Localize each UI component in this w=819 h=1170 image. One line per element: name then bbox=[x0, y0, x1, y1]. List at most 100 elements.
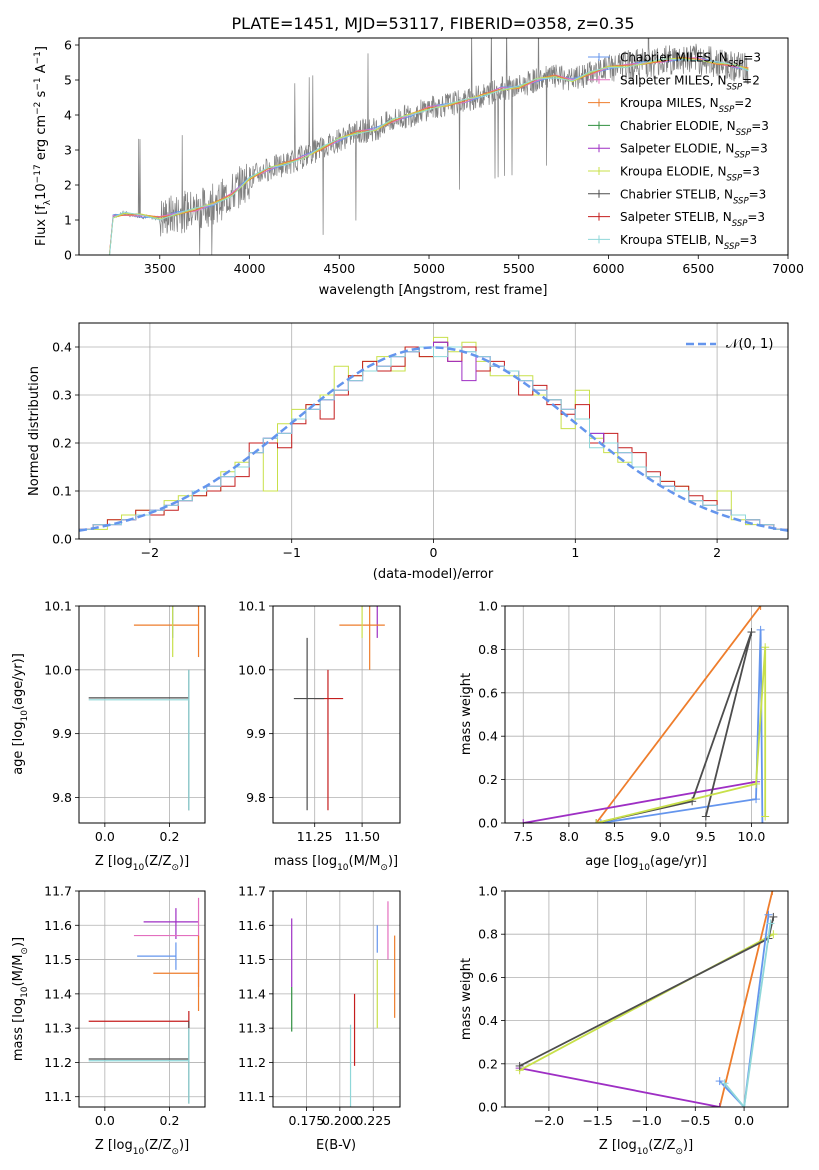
errorbars bbox=[291, 901, 396, 1107]
weight-lines bbox=[515, 891, 778, 1107]
histogram-legend: 𝒩(0, 1) bbox=[686, 337, 773, 352]
legend-label-text: Chabrier ELODIE, N bbox=[620, 119, 736, 133]
normed-axis-label: Normed distribution bbox=[27, 366, 42, 496]
weight-line bbox=[595, 606, 762, 823]
label-part: 10 bbox=[337, 863, 349, 873]
label-part: )] bbox=[179, 854, 189, 869]
residual-histogram-panel: −2 −1 0 1 2 0.0 0.1 0.2 0.3 0.4 bbox=[52, 322, 789, 560]
label-part: mass weight bbox=[459, 673, 474, 755]
legend-label-tail: =2 bbox=[734, 96, 752, 110]
ebv-axis-label: E(B-V) bbox=[316, 1138, 356, 1153]
legend-label-text: Chabrier STELIB, N bbox=[620, 187, 733, 201]
legend-label: Salpeter MILES, NSSP=2 bbox=[620, 73, 760, 92]
y-tick-label: 9.9 bbox=[52, 726, 72, 741]
y-tick-label: 11.6 bbox=[238, 918, 266, 933]
y-tick-label: 11.2 bbox=[238, 1055, 266, 1070]
mass-weight-vs-age-panel: 7.5 8.0 8.5 9.0 9.5 10.0 0.0 0.2 0.4 0.6 0.8 1.0 bbox=[478, 599, 789, 844]
legend-label-text: Salpeter STELIB, N bbox=[620, 210, 732, 224]
label-part: Normed distribution bbox=[27, 366, 42, 496]
x-tick-label: 8.5 bbox=[605, 829, 625, 844]
mass-axis-label: mass [log10(M/M⊙)] bbox=[274, 854, 398, 873]
legend-label-sub: SSP bbox=[727, 82, 743, 92]
normal-curve-line bbox=[79, 346, 788, 532]
legend-label: Kroupa STELIB, NSSP=3 bbox=[620, 233, 757, 252]
label-part: 10 bbox=[20, 986, 30, 998]
label-part: (M/M bbox=[349, 854, 381, 869]
y-tick-label: 0.1 bbox=[52, 484, 72, 499]
spectrum-lines bbox=[109, 38, 749, 255]
x-tick-label: 10.0 bbox=[738, 829, 766, 844]
legend-label: Chabrier MILES, NSSP=3 bbox=[620, 51, 761, 70]
weight-line bbox=[723, 923, 772, 1107]
figure-title: PLATE=1451, MJD=53117, FIBERID=0358, z=0… bbox=[231, 14, 634, 33]
label-part: mass weight bbox=[459, 958, 474, 1040]
weight-lines bbox=[519, 606, 770, 823]
legend-label-text: Kroupa STELIB, N bbox=[620, 233, 724, 247]
y-tick-label: 2 bbox=[64, 178, 72, 193]
legend-label-text: Kroupa MILES, N bbox=[620, 96, 719, 110]
legend-label-sub: SSP bbox=[727, 174, 743, 184]
legend-label-sub: SSP bbox=[733, 196, 749, 206]
age-axis-label-weights: age [log10(age/yr)] bbox=[585, 854, 707, 873]
mass-vs-metallicity-panel: 0.0 0.2 11.1 11.2 11.3 11.4 11.5 11.6 11.7 bbox=[44, 884, 206, 1128]
y-tick-label: 1 bbox=[64, 213, 72, 228]
y-tick-label: 0.8 bbox=[478, 642, 498, 657]
x-tick-label: 4500 bbox=[323, 261, 355, 276]
legend-label: Salpeter ELODIE, NSSP=3 bbox=[620, 142, 768, 161]
legend-normal-label: 𝒩(0, 1) bbox=[726, 337, 773, 352]
x-tick-label: 11.25 bbox=[297, 829, 333, 844]
label-part: (M/M bbox=[11, 955, 26, 987]
x-tick-label: 0.0 bbox=[734, 1113, 754, 1128]
spectrum-legend: Chabrier MILES, NSSP=3 Salpeter MILES, NS… bbox=[588, 51, 769, 252]
x-tick-label: 6000 bbox=[593, 261, 625, 276]
x-tick-label: 0 bbox=[430, 545, 438, 560]
errorbars bbox=[88, 897, 200, 1104]
histogram-lines bbox=[79, 336, 788, 539]
label-part: −1 bbox=[33, 51, 43, 64]
weight-line bbox=[519, 1067, 720, 1107]
weight-line bbox=[719, 914, 770, 1107]
label-part: 10 bbox=[637, 1147, 649, 1157]
label-part: mass [log bbox=[11, 998, 26, 1061]
legend-label: Chabrier ELODIE, NSSP=3 bbox=[620, 119, 769, 138]
model-spectrum-line bbox=[109, 57, 749, 255]
legend-label-sub: SSP bbox=[736, 128, 752, 138]
y-tick-label: 9.9 bbox=[246, 726, 266, 741]
legend-label-tail: =3 bbox=[749, 187, 767, 201]
label-part: (Z/Z bbox=[648, 1138, 675, 1153]
label-part: 10 bbox=[133, 863, 145, 873]
y-tick-label: 11.6 bbox=[44, 918, 72, 933]
y-tick-label: 1.0 bbox=[478, 884, 498, 899]
mass-weight-axis-label: mass weight bbox=[459, 673, 474, 755]
label-part: (age/yr)] bbox=[650, 854, 707, 869]
y-tick-label: 0.0 bbox=[478, 816, 498, 831]
errorbars bbox=[293, 606, 385, 811]
weight-line bbox=[523, 780, 757, 823]
plot-frame bbox=[78, 890, 206, 1108]
x-tick-label: 5000 bbox=[413, 261, 445, 276]
plot-frame bbox=[272, 890, 401, 1108]
age-axis-label: age [log10(age/yr)] bbox=[11, 653, 30, 775]
label-part: erg cm bbox=[34, 115, 49, 164]
label-part: (Z/Z bbox=[144, 854, 171, 869]
legend-label: Kroupa ELODIE, NSSP=3 bbox=[620, 165, 760, 184]
y-tick-label: 10.1 bbox=[44, 599, 72, 614]
spectrum-panel: 3500 4000 4500 5000 5500 6000 6500 7000 0 1 2 3 4 5 6 bbox=[64, 37, 804, 276]
x-tick-label: 0.0 bbox=[95, 829, 115, 844]
legend-label-tail: =3 bbox=[747, 210, 765, 224]
label-part: ⊙ bbox=[171, 863, 179, 873]
y-tick-label: 0.8 bbox=[478, 927, 498, 942]
label-part: ⊙ bbox=[171, 1147, 179, 1157]
y-tick-label: 0.4 bbox=[52, 340, 72, 355]
label-part: 10 bbox=[638, 863, 650, 873]
label-part: age [log bbox=[11, 722, 26, 775]
x-tick-label: −1 bbox=[282, 545, 300, 560]
weight-line bbox=[596, 631, 753, 823]
x-tick-label: 0.175 bbox=[289, 1113, 325, 1128]
legend-label-sub: SSP bbox=[732, 219, 748, 229]
y-tick-label: 11.1 bbox=[238, 1089, 266, 1104]
flux-axis-label: Flux [fλ10−17 erg cm−2 s−1 A−1] bbox=[33, 46, 53, 246]
x-tick-label: 11.50 bbox=[344, 829, 380, 844]
y-tick-label: 10.0 bbox=[44, 662, 72, 677]
label-part: )] bbox=[388, 854, 398, 869]
